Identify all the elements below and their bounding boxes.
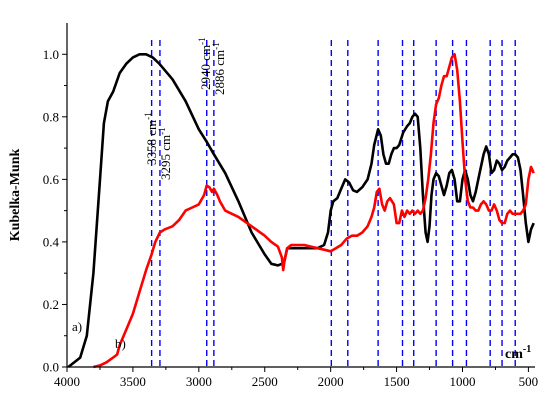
annotation-text: 2886 cm	[212, 50, 227, 95]
reference-lines	[150, 40, 516, 367]
annotation-text: 3295 cm	[158, 135, 173, 180]
annotation-3358: 3358 cm-1	[143, 112, 159, 165]
x-unit-superscript: -1	[523, 344, 531, 355]
y-axis-title: Kubelka-Munk	[8, 148, 23, 241]
annotation-superscript: -1	[157, 127, 167, 135]
x-tick-label: 500	[519, 374, 539, 389]
y-tick-label: 0.8	[43, 109, 59, 124]
y-tick-label: 0.6	[43, 172, 60, 187]
series-line-a	[67, 53, 535, 369]
series-label-b: b)	[115, 336, 126, 351]
x-tick-label: 1500	[384, 374, 410, 389]
annotation-2886: 2886 cm-1	[211, 42, 227, 95]
x-tick-label: 2500	[252, 374, 278, 389]
x-tick-label: 4000	[54, 374, 80, 389]
annotation-superscript: -1	[211, 42, 221, 50]
plot-series	[67, 53, 535, 369]
y-tick-label: 0.4	[43, 234, 60, 249]
y-tick-label: 1.0	[43, 47, 59, 62]
series-label-a: a)	[72, 319, 82, 334]
x-tick-label: 3500	[120, 374, 146, 389]
x-axis-unit: cm-1	[505, 344, 531, 362]
x-tick-label: 1000	[449, 374, 475, 389]
annotation-superscript: -1	[197, 37, 207, 45]
annotation-superscript: -1	[143, 112, 153, 120]
x-tick-label: 3000	[186, 374, 212, 389]
annotation-2940: 2940 cm-1	[197, 37, 213, 90]
y-tick-label: 0.0	[43, 360, 59, 375]
annotation-text: 3358 cm	[144, 120, 159, 165]
y-tick-label: 0.2	[43, 297, 59, 312]
annotation-3295: 3295 cm-1	[157, 127, 173, 180]
series-line-b	[93, 53, 535, 369]
x-tick-label: 2000	[318, 374, 344, 389]
annotation-text: 2940 cm	[198, 45, 213, 90]
axes: 4000 3500 3000 2500 2000 1500 1000 500 0.0 0.2 0.4…	[43, 23, 538, 389]
